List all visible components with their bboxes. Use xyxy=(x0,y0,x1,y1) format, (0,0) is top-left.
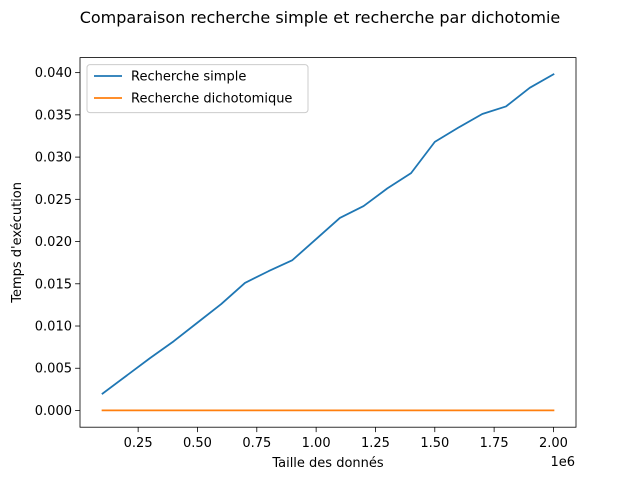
x-tick-label: 0.50 xyxy=(183,436,212,451)
x-tick-label: 0.25 xyxy=(124,436,153,451)
x-axis: 0.25 0.50 0.75 1.00 1.25 1.50 1.75 2.00 xyxy=(124,427,568,451)
axes-frame xyxy=(79,57,577,428)
y-tick-label: 0.035 xyxy=(35,108,72,123)
series-layer xyxy=(101,73,555,412)
x-tick-label: 1.25 xyxy=(361,436,390,451)
x-tick-label: 2.00 xyxy=(539,436,568,451)
x-tick-label: 1.75 xyxy=(480,436,509,451)
y-tick-label: 0.000 xyxy=(35,404,72,419)
x-axis-offset-label: 1e6 xyxy=(550,455,575,470)
y-tick-label: 0.015 xyxy=(35,277,72,292)
y-tick-label: 0.030 xyxy=(35,151,72,166)
legend-box xyxy=(86,64,309,114)
x-axis-label: Taille des donnés xyxy=(271,456,384,471)
chart-title: Comparaison recherche simple et recherch… xyxy=(80,8,561,27)
y-tick-label: 0.040 xyxy=(35,66,72,81)
y-tick-label: 0.010 xyxy=(35,320,72,335)
x-tick-label: 0.75 xyxy=(242,436,271,451)
legend-label-series-2: Recherche dichotomique xyxy=(131,92,292,107)
legend: Recherche simple Recherche dichotomique xyxy=(86,64,309,114)
y-axis: 0.000 0.005 0.010 0.015 0.020 0.025 0.030 0.035… xyxy=(35,66,80,419)
y-tick-label: 0.020 xyxy=(35,235,72,250)
legend-label-series-1: Recherche simple xyxy=(131,70,246,85)
x-tick-label: 1.00 xyxy=(302,436,331,451)
y-tick-label: 0.005 xyxy=(35,362,72,377)
x-tick-label: 1.50 xyxy=(420,436,449,451)
series-line-1 xyxy=(101,73,555,395)
y-tick-label: 0.025 xyxy=(35,193,72,208)
y-axis-label: Temps d'exécution xyxy=(10,182,25,304)
